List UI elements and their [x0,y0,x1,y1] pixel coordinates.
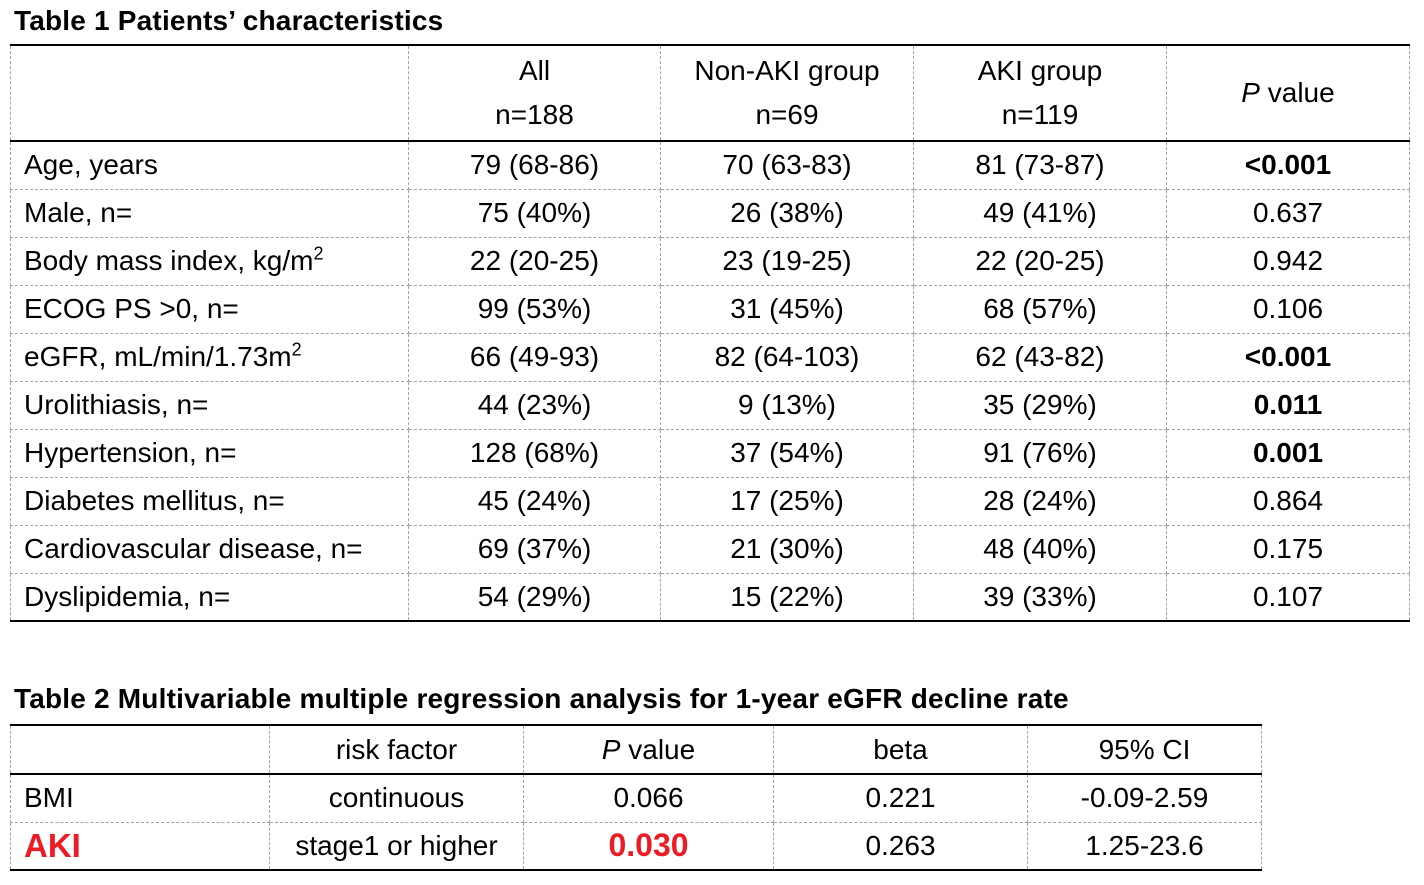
value-all: 22 (20-25) [408,236,661,286]
value-all: 66 (49-93) [408,332,661,382]
value-all: 69 (37%) [408,524,661,574]
value-aki: 49 (41%) [913,188,1167,238]
header-aki-line2: n=119 [1001,99,1079,130]
value-nonaki: 17 (25%) [660,476,914,526]
table-row: Body mass index, kg/m2 22 (20-25) 23 (19… [10,236,1410,286]
value-aki: 81 (73-87) [913,140,1167,190]
table1-header-all: All n=188 [408,44,661,142]
table1-header-row: All n=188 Non-AKI group n=69 AKI group n… [10,44,1410,142]
table-row: ECOG PS >0, n= 99 (53%) 31 (45%) 68 (57%… [10,284,1410,334]
table1-header-nonaki: Non-AKI group n=69 [660,44,914,142]
table-row: AKI stage1 or higher 0.030 0.263 1.25-23… [10,821,1262,871]
risk-factor: continuous [269,773,524,823]
value-nonaki: 70 (63-83) [660,140,914,190]
table-row: BMI continuous 0.066 0.221 -0.09-2.59 [10,773,1262,823]
value-all: 75 (40%) [408,188,661,238]
p-rest: value [620,733,696,765]
table1-header-pvalue: P value [1166,44,1410,142]
value-all: 44 (23%) [408,380,661,430]
value-aki: 68 (57%) [913,284,1167,334]
table2-header-beta: beta [773,724,1028,775]
p-rest: value [1259,77,1335,108]
value-nonaki: 26 (38%) [660,188,914,238]
ci-value: -0.09-2.59 [1027,773,1262,823]
value-aki: 62 (43-82) [913,332,1167,382]
table-row: Male, n= 75 (40%) 26 (38%) 49 (41%) 0.63… [10,188,1410,238]
p-value: 0.030 [523,821,774,871]
p-value: 0.011 [1166,380,1410,430]
table-row: Cardiovascular disease, n= 69 (37%) 21 (… [10,524,1410,574]
value-all: 128 (68%) [408,428,661,478]
header-all-line2: n=188 [495,99,574,130]
value-aki: 91 (76%) [913,428,1167,478]
table2-title: Table 2 Multivariable multiple regressio… [14,683,1069,714]
p-value: 0.637 [1166,188,1410,238]
p-value: 0.001 [1166,428,1410,478]
risk-factor: stage1 or higher [269,821,524,871]
row-label: Body mass index, kg/m2 [10,236,409,286]
regression-analysis-table: risk factor P value beta 95% CI BMI cont… [10,724,1262,871]
table1-header-empty [10,44,409,142]
value-nonaki: 9 (13%) [660,380,914,430]
p-value: 0.106 [1166,284,1410,334]
p-value: 0.107 [1166,572,1410,622]
table1-header-aki: AKI group n=119 [913,44,1167,142]
row-label: eGFR, mL/min/1.73m2 [10,332,409,382]
p-value: <0.001 [1166,332,1410,382]
table2-header-empty [10,724,270,775]
row-label: Hypertension, n= [10,428,409,478]
value-nonaki: 15 (22%) [660,572,914,622]
row-label: Urolithiasis, n= [10,380,409,430]
table2-header-ci: 95% CI [1027,724,1262,775]
value-nonaki: 82 (64-103) [660,332,914,382]
ci-value: 1.25-23.6 [1027,821,1262,871]
table2-header-risk-factor: risk factor [269,724,524,775]
table1-title: Table 1 Patients’ characteristics [14,5,444,36]
value-all: 79 (68-86) [408,140,661,190]
row-label: Dyslipidemia, n= [10,572,409,622]
row-label: BMI [10,773,270,823]
p-value: 0.066 [523,773,774,823]
row-label: AKI [10,821,270,871]
value-all: 54 (29%) [408,572,661,622]
value-aki: 48 (40%) [913,524,1167,574]
p-italic: P [1241,77,1260,108]
row-label: ECOG PS >0, n= [10,284,409,334]
p-value: 0.942 [1166,236,1410,286]
value-nonaki: 23 (19-25) [660,236,914,286]
value-aki: 35 (29%) [913,380,1167,430]
value-all: 99 (53%) [408,284,661,334]
row-label: Male, n= [10,188,409,238]
table-row: Age, years 79 (68-86) 70 (63-83) 81 (73-… [10,140,1410,190]
value-aki: 28 (24%) [913,476,1167,526]
table2-header-pvalue: P value [523,724,774,775]
table2-header-row: risk factor P value beta 95% CI [10,724,1262,775]
p-value: 0.864 [1166,476,1410,526]
value-aki: 39 (33%) [913,572,1167,622]
patients-characteristics-table: All n=188 Non-AKI group n=69 AKI group n… [10,44,1410,622]
table-row: Urolithiasis, n= 44 (23%) 9 (13%) 35 (29… [10,380,1410,430]
table-row: Dyslipidemia, n= 54 (29%) 15 (22%) 39 (3… [10,572,1410,622]
value-all: 45 (24%) [408,476,661,526]
beta-value: 0.263 [773,821,1028,871]
header-aki-line1: AKI group [977,55,1103,86]
value-nonaki: 21 (30%) [660,524,914,574]
row-label: Cardiovascular disease, n= [10,524,409,574]
header-all-line1: All [518,55,551,86]
value-nonaki: 37 (54%) [660,428,914,478]
value-aki: 22 (20-25) [913,236,1167,286]
row-label: Age, years [10,140,409,190]
p-value: <0.001 [1166,140,1410,190]
table-row: Hypertension, n= 128 (68%) 37 (54%) 91 (… [10,428,1410,478]
header-nonaki-line1: Non-AKI group [694,55,880,86]
p-value: 0.175 [1166,524,1410,574]
value-nonaki: 31 (45%) [660,284,914,334]
table-row: Diabetes mellitus, n= 45 (24%) 17 (25%) … [10,476,1410,526]
p-italic: P [601,733,621,765]
table-row: eGFR, mL/min/1.73m2 66 (49-93) 82 (64-10… [10,332,1410,382]
header-nonaki-line2: n=69 [755,99,819,130]
beta-value: 0.221 [773,773,1028,823]
row-label: Diabetes mellitus, n= [10,476,409,526]
